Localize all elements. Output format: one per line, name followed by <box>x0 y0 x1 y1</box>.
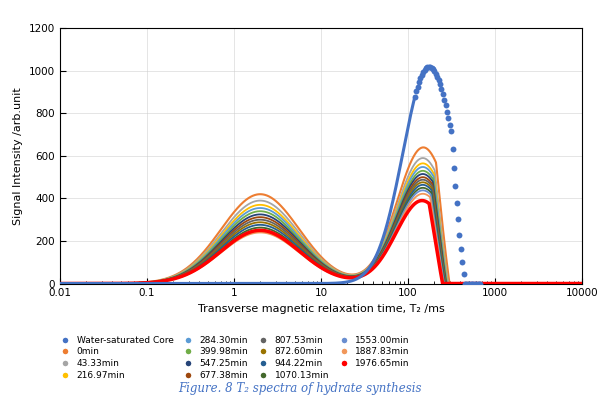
Point <box>464 280 474 287</box>
Point <box>470 280 479 287</box>
Point <box>441 102 451 109</box>
Point <box>451 183 460 189</box>
Point <box>422 64 432 70</box>
Point <box>413 83 422 90</box>
Point <box>410 94 420 100</box>
Point <box>445 121 455 128</box>
Point <box>425 64 435 70</box>
Y-axis label: Signal Intensity /arb.unit: Signal Intensity /arb.unit <box>13 87 23 225</box>
Point <box>463 280 473 287</box>
Point <box>421 65 431 71</box>
Point <box>474 280 484 287</box>
Point <box>460 280 470 287</box>
Point <box>427 64 436 71</box>
Point <box>455 232 464 238</box>
Point <box>459 271 469 277</box>
Point <box>430 68 439 74</box>
Point <box>448 145 457 152</box>
Point <box>431 70 440 77</box>
Point <box>472 280 481 287</box>
Point <box>412 88 421 95</box>
Point <box>433 73 442 80</box>
Point <box>453 216 463 223</box>
Point <box>473 280 482 287</box>
Point <box>435 81 445 88</box>
Point <box>456 246 466 252</box>
Point <box>438 91 448 98</box>
Point <box>457 259 467 265</box>
Point <box>469 280 478 287</box>
Point <box>466 280 475 287</box>
Point <box>449 164 458 171</box>
Point <box>414 79 424 85</box>
Text: Figure. 8 T₂ spectra of hydrate synthesis: Figure. 8 T₂ spectra of hydrate synthesi… <box>178 382 422 395</box>
Point <box>418 69 428 75</box>
Point <box>428 66 438 72</box>
Point <box>443 115 453 121</box>
Point <box>439 96 449 103</box>
Point <box>442 108 452 115</box>
Point <box>452 200 461 206</box>
Point <box>467 280 477 287</box>
Point <box>424 64 434 70</box>
Point <box>416 75 425 81</box>
X-axis label: Transverse magnetic relaxation time, T₂ /ms: Transverse magnetic relaxation time, T₂ … <box>197 304 445 314</box>
Legend: Water-saturated Core, 0min, 43.33min, 216.97min, 284.30min, 399.98min, 547.25min: Water-saturated Core, 0min, 43.33min, 21… <box>54 334 412 382</box>
Point <box>420 66 430 73</box>
Point <box>461 280 471 287</box>
Point <box>417 72 427 78</box>
Point <box>437 86 446 92</box>
Point <box>476 280 485 287</box>
Point <box>434 77 443 83</box>
Point <box>446 128 456 134</box>
